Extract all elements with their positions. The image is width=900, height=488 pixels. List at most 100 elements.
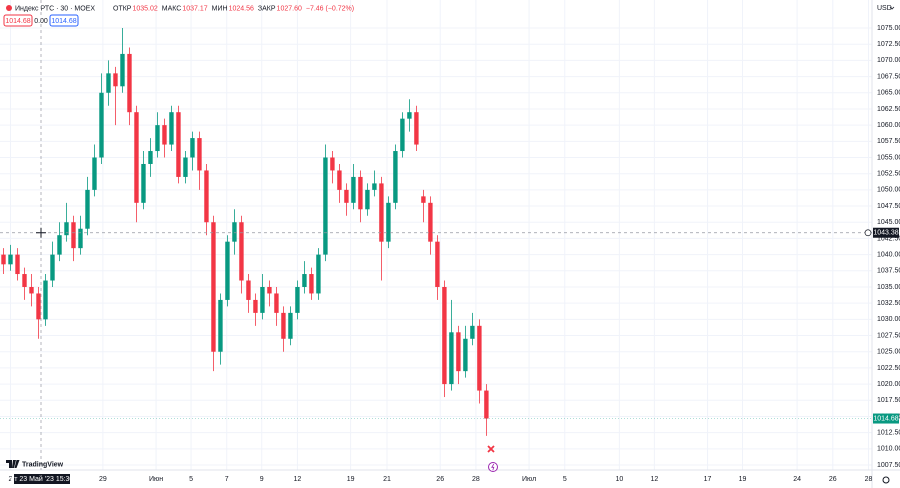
logo: TradingView xyxy=(6,460,64,468)
markers xyxy=(487,445,498,472)
stat-value: 1027.60 xyxy=(277,5,302,12)
candle-body xyxy=(162,125,167,145)
candle-body xyxy=(99,92,104,158)
x-tick-label: 12 xyxy=(294,476,302,483)
y-tick-label: 1075.00 xyxy=(877,25,900,32)
chart-title: Индекс РТС · 30 · MOEX xyxy=(15,5,95,12)
x-tick-label: Июл xyxy=(522,476,536,483)
y-tick-label: 1062.50 xyxy=(877,106,900,113)
x-tick-label: 28 xyxy=(865,476,873,483)
buy-badge[interactable] xyxy=(49,14,79,27)
candle-body xyxy=(211,222,216,352)
candle-body xyxy=(372,183,377,190)
x-tick-label: 21 xyxy=(383,476,391,483)
candle-body xyxy=(393,151,398,203)
candle-body xyxy=(260,286,265,313)
y-tick-label: 1035.00 xyxy=(877,284,900,291)
y-tick-label: 1072.50 xyxy=(877,41,900,48)
candle-body xyxy=(29,286,34,294)
stat-label: МАКС xyxy=(162,5,182,12)
crosshair-time-box xyxy=(14,474,70,484)
candle-body xyxy=(225,241,230,300)
ohlc-stats: ОТКР1035.02 МАКС1037.17 МИН1024.56 ЗАКР1027… xyxy=(113,5,354,12)
y-tick-label: 1017.50 xyxy=(877,397,900,404)
sell-badge[interactable] xyxy=(3,14,33,27)
badges: 1014.68 0.00 1014.68 xyxy=(3,14,79,27)
candle-body xyxy=(43,280,48,320)
candle-body xyxy=(155,125,160,152)
brand: TradingView xyxy=(22,461,64,468)
x-tick-label: 5 xyxy=(563,476,567,483)
y-tick-label: 1037.50 xyxy=(877,268,900,275)
candle-body xyxy=(246,280,251,300)
candle-body xyxy=(309,274,314,294)
candle-body xyxy=(204,170,209,223)
candle-body xyxy=(141,163,146,203)
candle-body xyxy=(15,254,20,275)
candle-body xyxy=(190,138,195,158)
candle-body xyxy=(407,112,412,119)
logo-mark xyxy=(6,460,20,468)
candle-body xyxy=(71,222,76,249)
candle-body xyxy=(477,325,482,391)
candle-body xyxy=(281,312,286,339)
last-price-box xyxy=(873,413,899,424)
candle-body xyxy=(449,332,454,385)
y-tick-label: 1052.50 xyxy=(877,171,900,178)
candle-body xyxy=(442,286,447,385)
y-tick-label: 1070.00 xyxy=(877,57,900,64)
candle-body xyxy=(274,293,279,313)
currency-caret xyxy=(889,6,895,10)
stat-value: 1024.56 xyxy=(229,5,254,12)
x-tick-label: Июн xyxy=(149,476,163,483)
y-tick-label: 1025.00 xyxy=(877,349,900,356)
candle-body xyxy=(344,189,349,203)
x-tick-label: 19 xyxy=(739,476,747,483)
x-tick-label: 26 xyxy=(829,476,837,483)
candle-body xyxy=(134,112,139,203)
candle-body xyxy=(470,325,475,339)
candle-body xyxy=(428,202,433,242)
candle-body xyxy=(232,222,237,242)
x-tick-label: 19 xyxy=(347,476,355,483)
y-tick-label: 1030.00 xyxy=(877,316,900,323)
x-tick-label: 24 xyxy=(793,476,801,483)
candle-body xyxy=(421,196,426,203)
candle-body xyxy=(1,254,6,265)
stat-label: ЗАКР xyxy=(258,5,276,12)
crosshair-price: 1043.38 xyxy=(873,230,898,237)
candle-body xyxy=(92,157,97,190)
candle-body xyxy=(239,222,244,281)
currency[interactable]: USD xyxy=(877,5,892,12)
candle-body xyxy=(120,53,125,87)
candle-body xyxy=(456,332,461,372)
y-tick-label: 1022.50 xyxy=(877,365,900,372)
y-tick-label: 1027.50 xyxy=(877,332,900,339)
y-tick-label: 1060.00 xyxy=(877,122,900,129)
axes: 1007.501010.001012.501015.001017.501020.… xyxy=(0,25,900,483)
y-tick-label: 1045.00 xyxy=(877,219,900,226)
candle-body xyxy=(218,299,223,352)
candle-body xyxy=(267,286,272,294)
y-tick-label: 1065.00 xyxy=(877,90,900,97)
y-tick-label: 1012.50 xyxy=(877,429,900,436)
settings-button[interactable] xyxy=(882,476,890,484)
y-tick-label: 1010.00 xyxy=(877,446,900,453)
candle-body xyxy=(253,299,258,313)
x-tick-label: 28 xyxy=(472,476,480,483)
candle-body xyxy=(435,241,440,287)
crosshair-price-box xyxy=(873,227,899,238)
symbol-icon xyxy=(6,5,12,11)
y-tick-label: 1067.50 xyxy=(877,73,900,80)
y-tick-label: 1007.50 xyxy=(877,462,900,469)
candle-body xyxy=(316,254,321,294)
candle-body xyxy=(295,286,300,313)
x-tick-label: 9 xyxy=(260,476,264,483)
spread: 0.00 xyxy=(34,18,48,25)
candle-body xyxy=(323,157,328,255)
candle-body xyxy=(127,53,132,113)
close-marker[interactable] xyxy=(487,445,495,453)
candles xyxy=(1,28,489,436)
